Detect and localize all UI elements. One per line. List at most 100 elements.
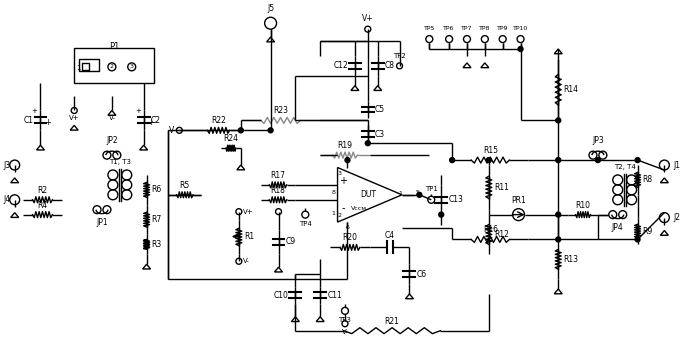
Text: C8: C8 [385,61,395,70]
Text: JP4: JP4 [612,223,623,232]
Text: R23: R23 [273,106,288,116]
Text: R14: R14 [563,85,578,94]
Circle shape [595,158,600,163]
Text: -: - [342,204,345,213]
Text: C3: C3 [375,130,385,139]
Text: J1: J1 [673,161,680,169]
Text: C5: C5 [375,105,385,114]
Text: +: + [32,108,38,115]
Text: R5: R5 [179,181,190,190]
Text: C10: C10 [273,291,288,300]
Text: T1, T3: T1, T3 [109,159,131,165]
Text: TP7: TP7 [461,26,473,31]
Circle shape [449,158,455,163]
Text: TP6: TP6 [443,26,455,31]
Text: C9: C9 [286,237,296,247]
Text: C6: C6 [416,270,427,279]
Text: C2: C2 [151,116,160,125]
Text: R8: R8 [643,175,653,184]
Text: 2: 2 [110,64,114,69]
Text: R18: R18 [271,186,286,195]
Text: TP4: TP4 [299,221,312,226]
Text: PR1: PR1 [511,196,526,205]
Text: +: + [135,108,140,115]
Text: R10: R10 [575,201,590,210]
Bar [79,59,99,71]
Bar [82,63,89,70]
Text: 7: 7 [345,160,349,165]
Text: 1: 1 [332,211,336,216]
Text: R24: R24 [223,134,238,143]
Text: R12: R12 [494,230,509,239]
Circle shape [365,141,371,146]
Circle shape [556,158,561,163]
Text: V-: V- [108,116,115,121]
Text: TP10: TP10 [513,26,528,31]
Text: R9: R9 [643,226,653,236]
Text: V+: V+ [69,116,79,121]
Text: C1: C1 [23,116,34,125]
Circle shape [486,158,491,163]
Text: JP1: JP1 [96,218,108,227]
Text: J3: J3 [3,161,11,169]
Circle shape [238,128,243,133]
Text: 3: 3 [338,172,342,177]
Text: JP3: JP3 [592,136,603,145]
Text: P1: P1 [109,42,119,50]
Text: TP2: TP2 [393,53,406,59]
Text: R7: R7 [151,215,162,224]
Text: J5: J5 [267,4,274,13]
Text: V-: V- [242,258,250,264]
Text: 1: 1 [76,65,80,71]
Circle shape [556,118,561,123]
Text: 3: 3 [129,64,134,69]
Text: J4: J4 [3,195,11,204]
Circle shape [438,212,444,217]
Text: R3: R3 [151,240,162,249]
Text: R16: R16 [483,225,498,235]
Circle shape [556,237,561,242]
Text: TP1: TP1 [425,186,438,192]
Text: R6: R6 [151,186,162,194]
Text: V+: V+ [362,14,373,23]
Text: +: + [340,176,347,186]
Text: C13: C13 [448,195,463,204]
Text: T2, T4: T2, T4 [614,164,636,170]
Circle shape [556,212,561,217]
Text: R13: R13 [563,255,578,264]
Text: R4: R4 [38,201,47,210]
Text: TP3: TP3 [338,317,351,323]
Text: Vᴄᴄᴍ: Vᴄᴄᴍ [351,206,367,211]
Text: J2: J2 [673,213,680,222]
Text: TP5: TP5 [423,26,435,31]
Text: V-: V- [169,126,176,135]
Circle shape [518,46,523,51]
Text: R15: R15 [483,146,498,155]
Text: C4: C4 [384,232,395,240]
Bar [74,48,153,83]
Text: V+: V+ [242,209,253,215]
Text: TP8: TP8 [479,26,490,31]
Text: R17: R17 [271,171,286,180]
Text: R11: R11 [494,183,509,192]
Text: DUT: DUT [360,190,376,199]
Text: +: + [147,118,155,128]
Text: R2: R2 [38,186,47,195]
Circle shape [417,192,422,197]
Circle shape [635,158,640,163]
Text: 6: 6 [345,225,349,230]
Text: +: + [45,118,51,128]
Text: 1: 1 [398,191,402,196]
Circle shape [635,237,640,242]
Text: R1: R1 [244,233,254,241]
Text: R21: R21 [385,317,399,326]
Text: 5: 5 [416,190,420,195]
Text: V-: V- [342,329,349,335]
Text: R22: R22 [211,116,226,125]
Text: C12: C12 [333,61,348,70]
Text: R19: R19 [338,141,353,150]
Text: JP2: JP2 [106,136,118,145]
Text: 8: 8 [332,190,336,195]
Text: R20: R20 [342,233,358,242]
Circle shape [345,158,350,163]
